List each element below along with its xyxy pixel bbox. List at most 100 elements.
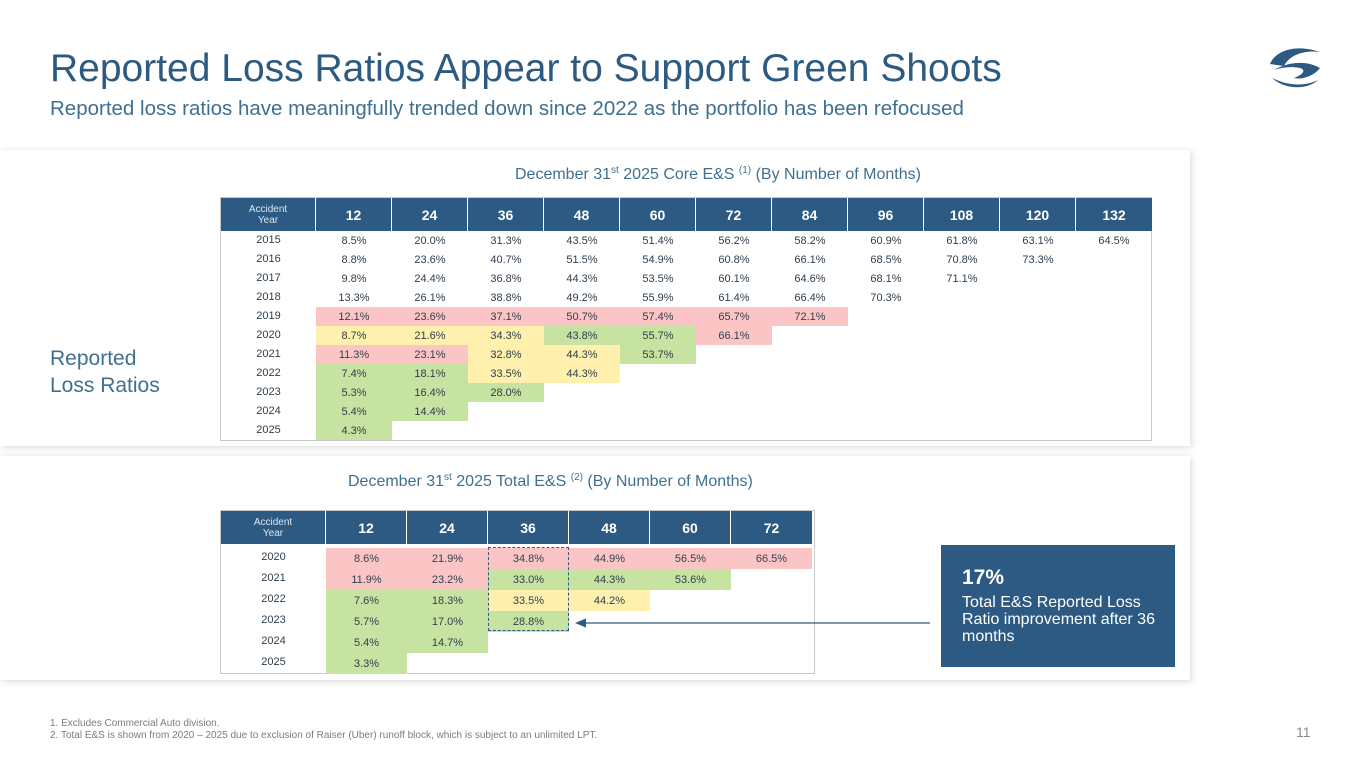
table-row: 2020 8.7% 21.6% 34.3% 43.8% 55.7% 66.1% — [221, 326, 772, 345]
table-row: 2023 5.7% 17.0% 28.8% — [221, 611, 569, 632]
table-row: 2021 11.9% 23.2% 33.0% 44.3% 53.6% — [221, 569, 731, 590]
loss-ratio-cell: 32.8% — [468, 345, 544, 364]
column-header: 36 — [488, 511, 569, 544]
loss-ratio-cell: 50.7% — [544, 307, 620, 326]
loss-ratio-cell: 60.9% — [870, 234, 902, 247]
table-row: 2023 5.3% 16.4% 28.0% — [221, 383, 544, 402]
loss-ratio-cell: 55.7% — [620, 326, 696, 345]
loss-ratio-cell: 4.3% — [316, 421, 392, 440]
callout-percent: 17% — [962, 566, 1005, 589]
column-header: 12 — [326, 511, 407, 544]
accident-year-cell: 2018 — [256, 291, 281, 303]
loss-ratio-cell: 64.5% — [1098, 234, 1130, 247]
column-header: 108 — [924, 198, 1000, 231]
loss-ratio-cell: 5.4% — [326, 632, 407, 653]
loss-ratio-cell: 33.0% — [488, 569, 569, 590]
loss-ratio-cell: 37.1% — [468, 307, 544, 326]
loss-ratio-cell: 23.1% — [392, 345, 468, 364]
accident-year-cell: 2020 — [261, 551, 286, 563]
footnotes: 1. Excludes Commercial Auto division. 2.… — [50, 718, 597, 742]
loss-ratio-cell: 26.1% — [414, 291, 446, 304]
column-header: 84 — [772, 198, 848, 231]
table-row: 2024 5.4% 14.7% — [221, 632, 488, 653]
accident-year-cell: 2016 — [256, 253, 281, 265]
loss-ratio-cell: 36.8% — [490, 272, 522, 285]
column-header: 24 — [407, 511, 488, 544]
arrow-left-icon — [575, 618, 930, 628]
column-header: 120 — [1000, 198, 1076, 231]
loss-ratio-cell: 44.2% — [569, 590, 650, 611]
column-header: 48 — [544, 198, 620, 231]
loss-ratio-cell: 18.1% — [392, 364, 468, 383]
column-header: 72 — [763, 519, 780, 536]
loss-ratio-cell: 13.3% — [338, 291, 370, 304]
loss-ratio-cell: 54.9% — [642, 253, 674, 266]
accident-year-cell: 2017 — [256, 272, 281, 284]
page-title: Reported Loss Ratios Appear to Support G… — [50, 47, 1002, 90]
accident-year-cell: 2025 — [261, 656, 286, 668]
total-loss-ratio-table: Accident Year 12 24 36 48 60 72 2020 8.6% 21.9% 34.… — [220, 510, 815, 674]
table-row: 2025 3.3% — [221, 653, 407, 674]
accident-year-cell: 2022 — [261, 593, 286, 605]
loss-ratio-cell: 33.5% — [488, 590, 569, 611]
core-table-caption: December 31st 2025 Core E&S (1) (By Numb… — [515, 165, 921, 183]
column-header: 132 — [1102, 206, 1126, 223]
table-row: 2024 5.4% 14.4% — [221, 402, 468, 421]
loss-ratio-cell: 66.1% — [696, 326, 772, 345]
table-row: 2016 8.8% 23.6% 40.7% 51.5% 54.9% 60.8% 66.1% 68… — [221, 250, 1076, 269]
loss-ratio-cell: 8.6% — [326, 548, 407, 569]
accident-year-header: Accident Year — [221, 198, 316, 231]
loss-ratio-cell: 49.2% — [566, 291, 598, 304]
loss-ratio-cell: 40.7% — [490, 253, 522, 266]
loss-ratio-cell: 61.4% — [718, 291, 750, 304]
table-row: 2022 7.4% 18.1% 33.5% 44.3% — [221, 364, 620, 383]
loss-ratio-cell: 43.5% — [566, 234, 598, 247]
loss-ratio-cell: 71.1% — [946, 272, 978, 285]
loss-ratio-cell: 17.0% — [407, 611, 488, 632]
loss-ratio-cell: 7.4% — [316, 364, 392, 383]
side-label-line2: Loss Ratios — [50, 374, 160, 397]
column-header: 60 — [620, 198, 696, 231]
loss-ratio-cell: 66.4% — [794, 291, 826, 304]
loss-ratio-cell: 66.1% — [794, 253, 826, 266]
loss-ratio-cell: 31.3% — [490, 234, 522, 247]
loss-ratio-cell: 44.3% — [566, 272, 598, 285]
loss-ratio-cell: 7.6% — [326, 590, 407, 611]
total-table-caption: December 31st 2025 Total E&S (2) (By Num… — [348, 472, 753, 490]
loss-ratio-cell: 38.8% — [490, 291, 522, 304]
loss-ratio-cell: 34.8% — [488, 548, 569, 569]
loss-ratio-cell: 5.3% — [316, 383, 392, 402]
footnote-1: 1. Excludes Commercial Auto division. — [50, 718, 220, 729]
accident-year-cell: 2022 — [256, 367, 281, 379]
loss-ratio-cell: 57.4% — [620, 307, 696, 326]
loss-ratio-cell: 53.7% — [620, 345, 696, 364]
table-row: 2017 9.8% 24.4% 36.8% 44.3% 53.5% 60.1% 64.6% 68… — [221, 269, 1000, 288]
loss-ratio-cell: 14.7% — [407, 632, 488, 653]
accident-year-cell: 2025 — [256, 424, 281, 436]
footnote-2: 2. Total E&S is shown from 2020 – 2025 d… — [50, 730, 598, 741]
page-number: 11 — [1296, 724, 1311, 740]
column-header: 60 — [650, 511, 731, 544]
loss-ratio-cell: 55.9% — [642, 291, 674, 304]
loss-ratio-cell: 11.3% — [316, 345, 392, 364]
accident-year-cell: 2019 — [256, 310, 281, 322]
table-row: 2020 8.6% 21.9% 34.8% 44.9% 56.5% 66.5% — [221, 548, 812, 569]
accident-year-cell: 2021 — [256, 348, 281, 360]
accident-year-cell: 2024 — [261, 635, 286, 647]
page-subtitle: Reported loss ratios have meaningfully t… — [50, 97, 964, 120]
wave-s-logo-icon — [1270, 48, 1320, 88]
table-row: 2018 13.3% 26.1% 38.8% 49.2% 55.9% 61.4% 66.4% 7… — [221, 288, 924, 307]
36-month-highlight-box — [488, 547, 569, 631]
loss-ratio-cell: 51.5% — [566, 253, 598, 266]
loss-ratio-cell: 61.8% — [946, 234, 978, 247]
loss-ratio-cell: 72.1% — [772, 307, 848, 326]
loss-ratio-cell: 8.8% — [341, 253, 367, 266]
loss-ratio-cell: 53.5% — [642, 272, 674, 285]
loss-ratio-cell: 23.6% — [414, 253, 446, 266]
table-row: 2021 11.3% 23.1% 32.8% 44.3% 53.7% — [221, 345, 696, 364]
core-loss-ratio-table: Accident Year 12 24 36 48 60 72 84 96 108 120 132 201… — [220, 197, 1152, 441]
loss-ratio-cell: 56.5% — [650, 548, 731, 569]
loss-ratio-cell: 63.1% — [1022, 234, 1054, 247]
accident-year-cell: 2023 — [261, 614, 286, 626]
column-header: 24 — [392, 198, 468, 231]
